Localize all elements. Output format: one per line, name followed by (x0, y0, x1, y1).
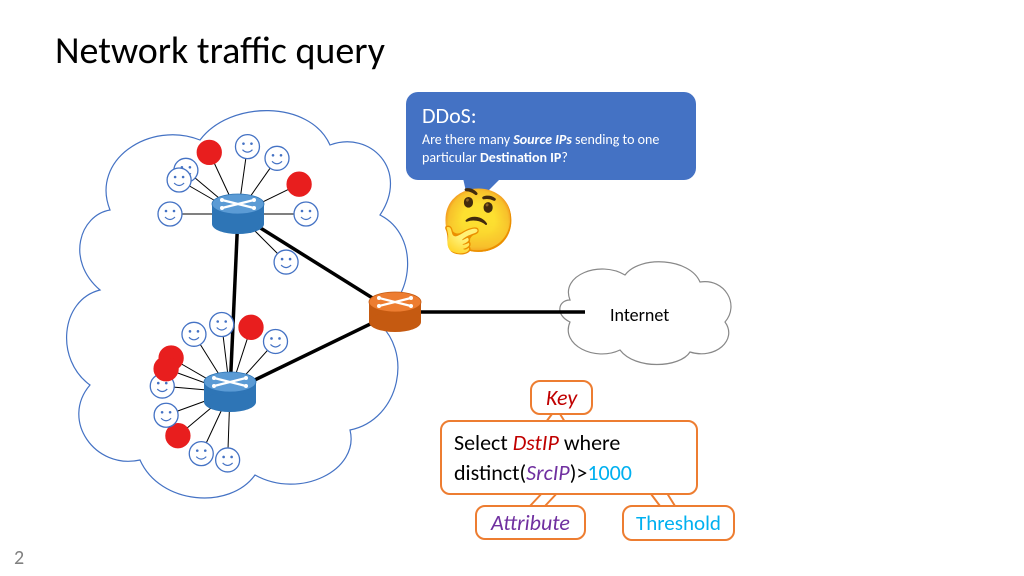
query-box: Select DstIP where distinct(SrcIP)>1000 (440, 420, 698, 495)
query-line1: Select DstIP where (454, 428, 684, 458)
ddos-callout: DDoS: Are there many Source IPs sending … (406, 92, 696, 180)
hosts (150, 135, 318, 472)
internet-label: Internet (610, 304, 669, 326)
callout-heading: DDoS: (422, 102, 680, 129)
threshold-tag: Threshold (622, 505, 735, 541)
thinking-emoji: 🤔 (440, 190, 517, 252)
callout-body: Are there many Source IPs sending to one… (422, 131, 680, 166)
query-line2: distinct(SrcIP)>1000 (454, 458, 684, 488)
attribute-tag: Attribute (475, 505, 586, 540)
page-number: 2 (14, 546, 24, 570)
slide-title: Network traffic query (55, 28, 385, 74)
key-tag: Key (530, 380, 593, 415)
lan-cloud (67, 111, 408, 498)
router-links (230, 214, 585, 392)
routers (204, 194, 421, 412)
